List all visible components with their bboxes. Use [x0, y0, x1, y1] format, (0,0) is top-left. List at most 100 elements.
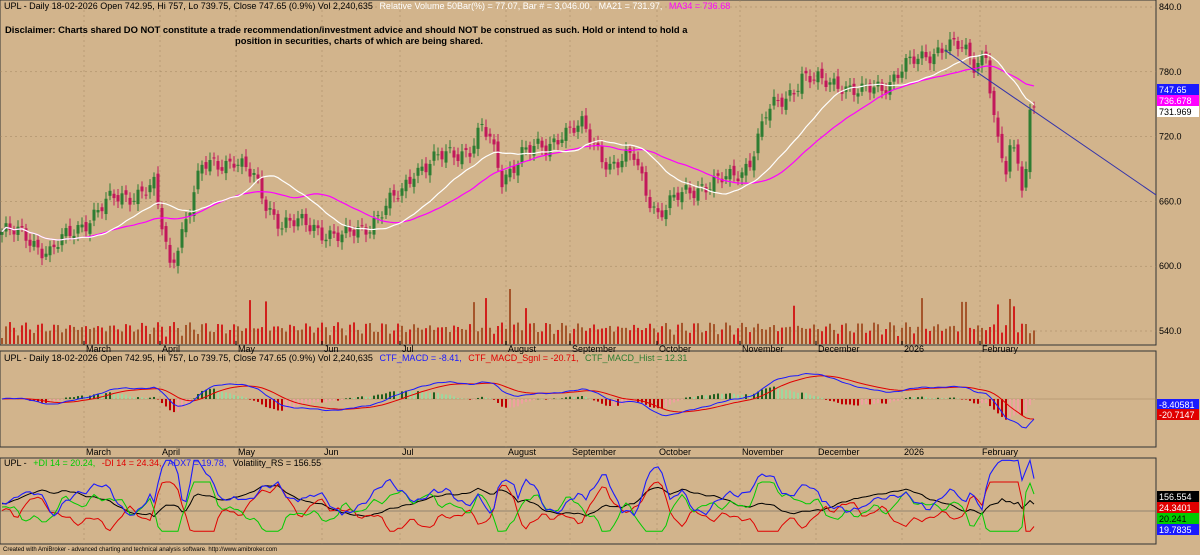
candle-body [964, 44, 968, 50]
candle-body [128, 197, 132, 205]
macd-header-signal: CTF_MACD_Sgnl = -20.71, [468, 353, 578, 363]
volume-bar [89, 329, 91, 344]
candle-body [720, 178, 724, 183]
macd-hist-bar [753, 393, 755, 399]
volume-bar [481, 327, 483, 344]
volume-bar [417, 327, 419, 344]
candle-body [380, 217, 384, 219]
candle-body [644, 172, 648, 196]
candle-body [1024, 169, 1028, 188]
volume-bar [149, 333, 151, 344]
volume-bar [145, 325, 147, 344]
close-value-badge-bg [1157, 84, 1199, 95]
macd-hist-bar [717, 393, 719, 399]
candle-body [100, 207, 104, 212]
volume-bar [45, 331, 47, 344]
volume-bar [701, 332, 703, 344]
macd-hist-bar [925, 397, 927, 399]
macd-hist-bar [821, 397, 823, 399]
candle-body [688, 187, 692, 194]
macd-hist-bar [221, 391, 223, 399]
dmi-pane-frame [0, 457, 1157, 545]
macd-hist-bar [557, 398, 559, 400]
macd-hist-bar [193, 398, 195, 399]
macd-hist-bar [777, 387, 779, 399]
volume-bar [393, 330, 395, 344]
macd-hist-bar [1033, 399, 1035, 400]
volume-bar [497, 326, 499, 344]
candle-body [112, 193, 116, 199]
volume-bar [1009, 298, 1011, 344]
macd-hist-bar [1017, 399, 1019, 415]
plus-di-value-badge: 20.241 [1159, 514, 1187, 524]
volume-bar [661, 326, 663, 344]
macd-hist-bar [913, 397, 915, 399]
candle-body [88, 223, 92, 234]
macd-hist-bar [477, 397, 479, 399]
volume-bar [837, 333, 839, 344]
macd-hist-bar [385, 393, 387, 399]
macd-hist-bar [241, 396, 243, 399]
volume-bar [493, 333, 495, 344]
candle-body [172, 259, 176, 263]
volume-bar [101, 327, 103, 344]
adx-line [1, 458, 1035, 517]
minus-di-line [1, 481, 1035, 532]
candle-body [760, 121, 764, 137]
macd-hist-bar [209, 388, 211, 399]
price-header-ma34: MA34 = 736.68 [669, 1, 730, 11]
candle-body [680, 192, 684, 203]
volume-bar [93, 327, 95, 344]
x-tick-label: February [982, 447, 1019, 457]
volume-bar [825, 326, 827, 344]
candle-body [164, 226, 168, 242]
volume-bar [709, 322, 711, 344]
volume-bar [597, 329, 599, 344]
macd-hist-bar [125, 394, 127, 399]
candle-body [168, 244, 172, 263]
volume-bar [897, 335, 899, 344]
macd-hist-bar [541, 398, 543, 400]
volume-bar [961, 301, 963, 344]
macd-hist-bar [133, 397, 135, 399]
volume-bar [877, 324, 879, 344]
candle-body [104, 198, 108, 215]
candle-body [372, 218, 376, 235]
volume-bar [73, 326, 75, 344]
volume-bar [477, 331, 479, 344]
macd-hist-bar [453, 396, 455, 399]
candle-body [180, 229, 184, 248]
candle-body [420, 166, 424, 171]
macd-header-ohlc: UPL - Daily 18-02-2026 Open 742.95, Hi 7… [4, 353, 373, 363]
macd-hist-bar [261, 399, 263, 405]
volume-bar [317, 327, 319, 344]
volume-bar [457, 326, 459, 344]
candle-body [224, 160, 228, 174]
macd-hist-bar [585, 396, 587, 399]
macd-hist-bar [225, 392, 227, 399]
volume-bar [241, 330, 243, 344]
x-tick-label: February [982, 344, 1019, 354]
macd-hist-bar [529, 399, 531, 402]
candle-body [564, 127, 568, 141]
volume-bar [849, 331, 851, 344]
macd-hist-bar [129, 396, 131, 399]
x-tick-label: May [238, 344, 256, 354]
volume-bar [525, 308, 527, 344]
candle-body [136, 189, 140, 205]
macd-hist-bar [689, 396, 691, 399]
macd-hist-bar [893, 399, 895, 402]
volume-bar [181, 335, 183, 344]
volume-bar [725, 322, 727, 344]
candle-body [0, 231, 4, 235]
y-tick-label: 720.0 [1159, 132, 1182, 142]
candle-body [756, 133, 760, 154]
macd-hist-bar [813, 395, 815, 399]
x-tick-label: March [86, 344, 111, 354]
candle-body [28, 239, 32, 246]
candle-body [116, 195, 120, 202]
macd-hist-bar [837, 399, 839, 403]
macd-hist-bar [901, 399, 903, 400]
macd-hist-bar [437, 392, 439, 399]
